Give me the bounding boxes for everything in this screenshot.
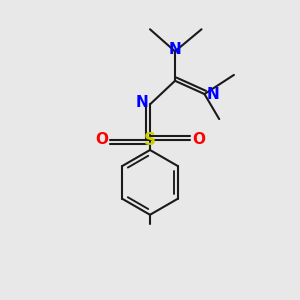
Text: S: S: [144, 131, 156, 149]
Text: N: N: [135, 94, 148, 110]
Text: N: N: [206, 87, 219, 102]
Text: O: O: [95, 132, 108, 147]
Text: O: O: [192, 132, 205, 147]
Text: N: N: [169, 42, 182, 57]
